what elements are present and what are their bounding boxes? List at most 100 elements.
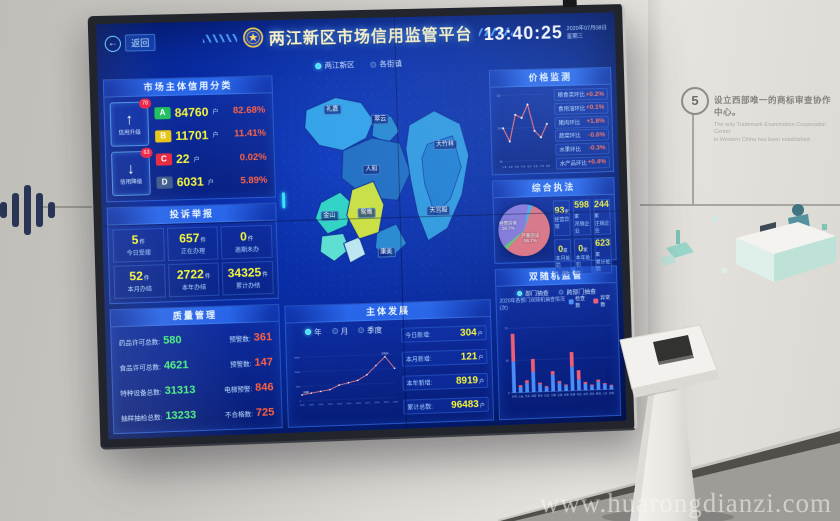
complaint-cell: 5件 今日受理 (112, 227, 165, 263)
quality-row: 抽样抽检总数: 13233 不合格数: 725 (121, 407, 275, 425)
watermark: www.huarongdianzi.com (539, 488, 832, 518)
svg-text:100: 100 (497, 127, 502, 131)
map-district[interactable] (303, 96, 375, 152)
development-mode-option[interactable]: 月 (331, 325, 348, 337)
radio-dot-icon (558, 289, 564, 295)
back-button[interactable]: ← 返回 (104, 33, 156, 52)
complaint-cell: 34325件累计办结 (221, 260, 274, 296)
complaint-unit: 件 (139, 239, 146, 247)
svg-text:5-8: 5-8 (527, 164, 531, 168)
grade-count: 6031 (176, 174, 204, 190)
development-stat-row: 本月新增: 121 户 (401, 348, 488, 367)
price-item-label: 水产品环比 (559, 160, 587, 168)
svg-text:卫健: 卫健 (551, 393, 557, 397)
price-item-value: +0.4% (587, 158, 607, 166)
enforcement-stat-label: 吊销企业 (574, 221, 590, 235)
price-body: 90 100 110 1-8 2-8 3-8 4-8 5-8 6-8 7-8 8-8 粮食类环比 +0… (490, 85, 613, 175)
complaint-label: 累计办结 (235, 283, 261, 290)
complaint-unit: 件 (247, 236, 254, 243)
complaint-value: 52件 (129, 269, 150, 284)
complaint-value: 657件 (178, 231, 207, 246)
credit-grade-list: A 84760 户 82.68% B 11701 户 11.41% C 22 户 0.02% D 6031… (154, 98, 270, 194)
equalizer-bar (0, 202, 7, 218)
svg-text:水利: 水利 (583, 392, 589, 396)
svg-text:人社: 人社 (603, 391, 609, 395)
quality-label: 药品许可总数: (118, 338, 161, 347)
price-item-value: +0.2% (585, 90, 605, 99)
map-svg (303, 96, 490, 264)
clock-time: 13:40:25 (483, 22, 564, 45)
complaint-unit: 件 (262, 272, 268, 279)
enforcement-stat-label: 注销企业 (594, 220, 610, 234)
map-district-label: 翠云 (371, 114, 390, 126)
svg-text:市场: 市场 (512, 394, 518, 398)
svg-text:4-8: 4-8 (521, 165, 525, 169)
district-map: 礼嘉 翠云 人和 大竹林 天宫殿 金山 鸳鸯 康美 (277, 69, 491, 301)
quality-row: 食品许可总数: 4621 预警数: 147 (119, 356, 273, 373)
enforcement-stat-value: 623家 (595, 237, 611, 257)
grade-unit: 户 (212, 133, 219, 140)
grade-chip: C (155, 153, 173, 166)
stat-label: 本月新增: (405, 356, 432, 364)
equalizer-bar (36, 193, 43, 227)
enforcement-stat-unit: 家 (594, 212, 599, 219)
radio-dot-icon (370, 61, 377, 68)
grade-count: 84760 (174, 104, 209, 120)
enforcement-stat-unit: 家 (574, 213, 579, 219)
complaint-value: 2722件 (176, 267, 211, 283)
complaint-cell: 0件 逾期未办 (220, 224, 273, 260)
enforcement-stat-label: 本月处罚 (555, 255, 571, 269)
enforcement-pie-wrap: 经营异常 38.7% 严重违法 56.7% (497, 203, 551, 257)
enforcement-stat-value: 0家 (578, 243, 588, 254)
map-scope-option[interactable]: 各街镇 (370, 58, 402, 70)
svg-text:0: 0 (508, 391, 510, 395)
enforcement-stat-value: 0家 (558, 243, 568, 254)
enforcement-stat-cell: 598家 吊销企业 (572, 199, 592, 236)
grade-percent: 0.02% (239, 151, 267, 164)
price-item-value: -0.3% (588, 144, 606, 153)
svg-text:税务: 税务 (538, 393, 544, 397)
complaints-grid: 5件 今日受理 657件 正在办理 0件 逾期未办 52件 本月办结 2722件 本年办结 3432… (108, 221, 278, 304)
panel-spotcheck: 双随机监管 部门抽查 跨部门抽查 2020年各部门双随机抽查情况(次) 检查数 异常… (494, 265, 622, 421)
svg-text:其他: 其他 (609, 391, 615, 395)
svg-text:2019: 2019 (384, 402, 390, 404)
price-item-value: -0.6% (588, 131, 606, 139)
map-scrollbar[interactable] (281, 192, 286, 209)
development-chart-area: 年 月 季度 0 6000 12000 18000 2010 2011 2012 2013 2014… (290, 323, 400, 424)
complaint-value: 34325件 (227, 265, 268, 281)
wall-text-english-line2: in Western China has been established. (714, 136, 812, 143)
map-district-label: 礼嘉 (323, 104, 342, 116)
development-mode-option[interactable]: 年 (305, 326, 322, 338)
map-scope-option[interactable]: 两江新区 (315, 59, 355, 71)
development-mode-option[interactable]: 季度 (358, 324, 382, 336)
equalizer-bar (24, 185, 31, 235)
radio-dot-icon (331, 327, 338, 335)
development-stats: 今日新增: 304 户本月新增: 121 户本年新增: 8919 户累计总数: 96483 户 (400, 320, 489, 420)
service-counter-illustration (660, 204, 836, 282)
dashboard-header: ← 返回 两江新区市场信用监管平台 13:40:25 2 (96, 12, 616, 64)
back-label: 返回 (124, 33, 156, 52)
enforcement-stat-label: 经营异常 (554, 216, 570, 231)
svg-text:90: 90 (500, 160, 504, 164)
quality-rows: 药品许可总数: 580 预警数: 361 食品许可总数: 4621 预警数: 147 特种设备总… (111, 322, 282, 433)
complaint-unit: 件 (200, 238, 207, 245)
complaint-unit: 件 (143, 275, 150, 283)
svg-text:2018: 2018 (375, 402, 381, 404)
panel-credit-class: 市场主体信用分类 78 ↑ 信用升级 63 ↓ (102, 75, 277, 203)
svg-text:12000: 12000 (294, 372, 301, 374)
equalizer-bar (12, 193, 19, 227)
complaint-cell: 2722件 本年办结 (167, 262, 220, 298)
radio-dot-icon (358, 327, 365, 334)
svg-text:2408: 2408 (303, 391, 309, 394)
complaint-label: 逾期未办 (234, 246, 260, 254)
price-item-value: +1.8% (586, 117, 605, 126)
credit-class-body: 78 ↑ 信用升级 63 ↓ 信用降级 A 84760 户 82. (104, 93, 275, 201)
wall-text-block: 设立西部唯一的商标审查协作中心。 The only Trademark Exam… (714, 94, 836, 144)
equalizer-wall-decal (0, 184, 55, 236)
dashboard: ← 返回 两江新区市场信用监管平台 13:40:25 2 (95, 12, 627, 440)
price-item-label: 蔬菜环比 (558, 133, 581, 141)
quality-warning-value: 846 (254, 381, 274, 395)
map-district[interactable] (342, 236, 367, 264)
page-title: 两江新区市场信用监管平台 (268, 26, 473, 49)
pie-label: 经营异常 38.7% (499, 220, 517, 232)
